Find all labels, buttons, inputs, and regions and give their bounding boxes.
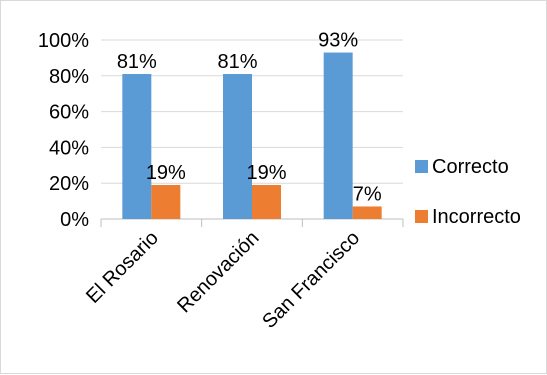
data-label: 7% xyxy=(353,183,382,205)
y-tick-label: 60% xyxy=(49,102,89,124)
bar-incorrecto xyxy=(352,206,382,219)
legend-swatch xyxy=(415,160,428,173)
y-tick-label: 40% xyxy=(49,137,89,159)
data-label: 19% xyxy=(246,162,286,184)
data-labels: 81% 19% 81% 19% 93% 7% xyxy=(117,30,382,206)
bar-incorrecto xyxy=(151,184,181,219)
x-tick-label: Renovación xyxy=(173,227,263,317)
bars xyxy=(122,52,382,219)
bar-incorrecto xyxy=(252,184,281,219)
legend-label: Correcto xyxy=(432,156,509,178)
x-tick-label: San Francisco xyxy=(258,227,364,333)
bar-correcto xyxy=(122,74,152,219)
y-tick-label: 100% xyxy=(38,30,89,52)
axes xyxy=(100,218,404,227)
y-tick-label: 80% xyxy=(49,66,89,88)
data-label: 81% xyxy=(217,51,257,73)
y-tick-label: 0% xyxy=(60,209,89,231)
legend-swatch xyxy=(415,210,428,223)
y-tick-label: 20% xyxy=(49,173,89,195)
data-label: 19% xyxy=(146,162,186,184)
bar-correcto xyxy=(223,74,252,219)
data-label: 81% xyxy=(117,51,157,73)
bar-correcto xyxy=(323,52,353,219)
legend: Correcto Incorrecto xyxy=(415,156,521,228)
data-label: 93% xyxy=(318,30,358,52)
legend-label: Incorrecto xyxy=(432,206,521,228)
x-tick-label: El Rosario xyxy=(82,227,163,308)
